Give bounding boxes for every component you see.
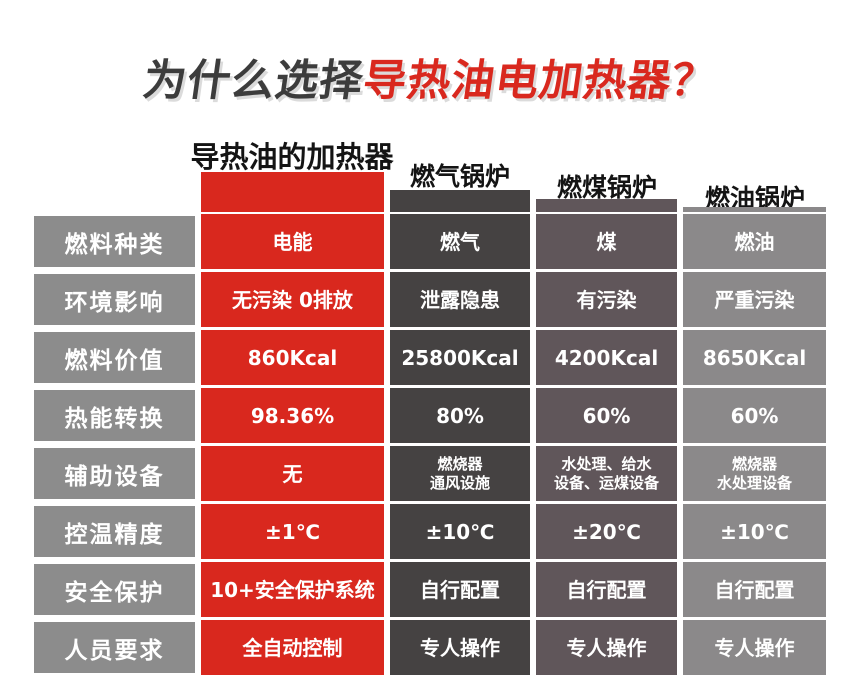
- cell-fuel-value-oil-boiler: 8650Kcal: [683, 330, 826, 385]
- row-label-auxiliary-equipment: 辅助设备: [34, 448, 195, 499]
- cell-auxiliary-oil-heater: 无: [201, 446, 384, 501]
- cell-auxiliary-gas-boiler: 燃烧器 通风设施: [390, 446, 530, 501]
- cell-environment-gas-boiler: 泄露隐患: [390, 272, 530, 327]
- cell-fuel-value-oil-heater: 860Kcal: [201, 330, 384, 385]
- cell-personnel-coal-boiler: 专人操作: [536, 620, 677, 675]
- column-header-oil-heater: 导热油的加热器: [190, 140, 394, 174]
- cell-fuel-type-oil-heater: 电能: [201, 214, 384, 269]
- cell-temp-precision-gas-boiler: ±10℃: [390, 504, 530, 559]
- row-label-fuel-value: 燃料价值: [34, 332, 195, 383]
- cell-heat-conversion-coal-boiler: 60%: [536, 388, 677, 443]
- row-label-fuel-type: 燃料种类: [34, 216, 195, 267]
- header-stub-coal-boiler: [536, 199, 677, 212]
- row-label-temp-precision: 控温精度: [34, 506, 195, 557]
- cell-personnel-gas-boiler: 专人操作: [390, 620, 530, 675]
- title-highlight: 导热油电加热器？: [359, 56, 719, 106]
- cell-environment-coal-boiler: 有污染: [536, 272, 677, 327]
- cell-heat-conversion-oil-heater: 98.36%: [201, 388, 384, 443]
- cell-fuel-type-coal-boiler: 煤: [536, 214, 677, 269]
- row-label-heat-conversion: 热能转换: [34, 390, 195, 441]
- header-stub-gas-boiler: [390, 190, 530, 212]
- cell-fuel-value-coal-boiler: 4200Kcal: [536, 330, 677, 385]
- row-label-safety-protection: 安全保护: [34, 564, 195, 615]
- cell-auxiliary-oil-boiler: 燃烧器 水处理设备: [683, 446, 826, 501]
- cell-environment-oil-boiler: 严重污染: [683, 272, 826, 327]
- row-label-personnel: 人员要求: [34, 622, 195, 673]
- cell-temp-precision-oil-heater: ±1℃: [201, 504, 384, 559]
- cell-auxiliary-coal-boiler: 水处理、给水 设备、运煤设备: [536, 446, 677, 501]
- cell-safety-oil-heater: 10+安全保护系统: [201, 562, 384, 617]
- cell-safety-coal-boiler: 自行配置: [536, 562, 677, 617]
- cell-safety-gas-boiler: 自行配置: [390, 562, 530, 617]
- title-prefix: 为什么选择: [139, 56, 367, 106]
- column-header-coal-boiler: 燃煤锅炉: [556, 173, 658, 202]
- cell-fuel-value-gas-boiler: 25800Kcal: [390, 330, 530, 385]
- cell-temp-precision-oil-boiler: ±10℃: [683, 504, 826, 559]
- cell-personnel-oil-boiler: 专人操作: [683, 620, 826, 675]
- header-stub-oil-boiler: [683, 207, 826, 212]
- cell-safety-oil-boiler: 自行配置: [683, 562, 826, 617]
- cell-fuel-type-gas-boiler: 燃气: [390, 214, 530, 269]
- comparison-table: 燃料种类 电能 燃气 煤 燃油 环境影响 无污染 0排放 泄露隐患 有污染 严重…: [34, 214, 826, 675]
- cell-temp-precision-coal-boiler: ±20℃: [536, 504, 677, 559]
- page-title: 为什么选择导热油电加热器？: [0, 46, 860, 108]
- row-label-environment: 环境影响: [34, 274, 195, 325]
- cell-heat-conversion-oil-boiler: 60%: [683, 388, 826, 443]
- cell-heat-conversion-gas-boiler: 80%: [390, 388, 530, 443]
- header-stub-oil-heater: [201, 172, 384, 212]
- column-header-gas-boiler: 燃气锅炉: [409, 162, 511, 191]
- cell-environment-oil-heater: 无污染 0排放: [201, 272, 384, 327]
- cell-fuel-type-oil-boiler: 燃油: [683, 214, 826, 269]
- cell-personnel-oil-heater: 全自动控制: [201, 620, 384, 675]
